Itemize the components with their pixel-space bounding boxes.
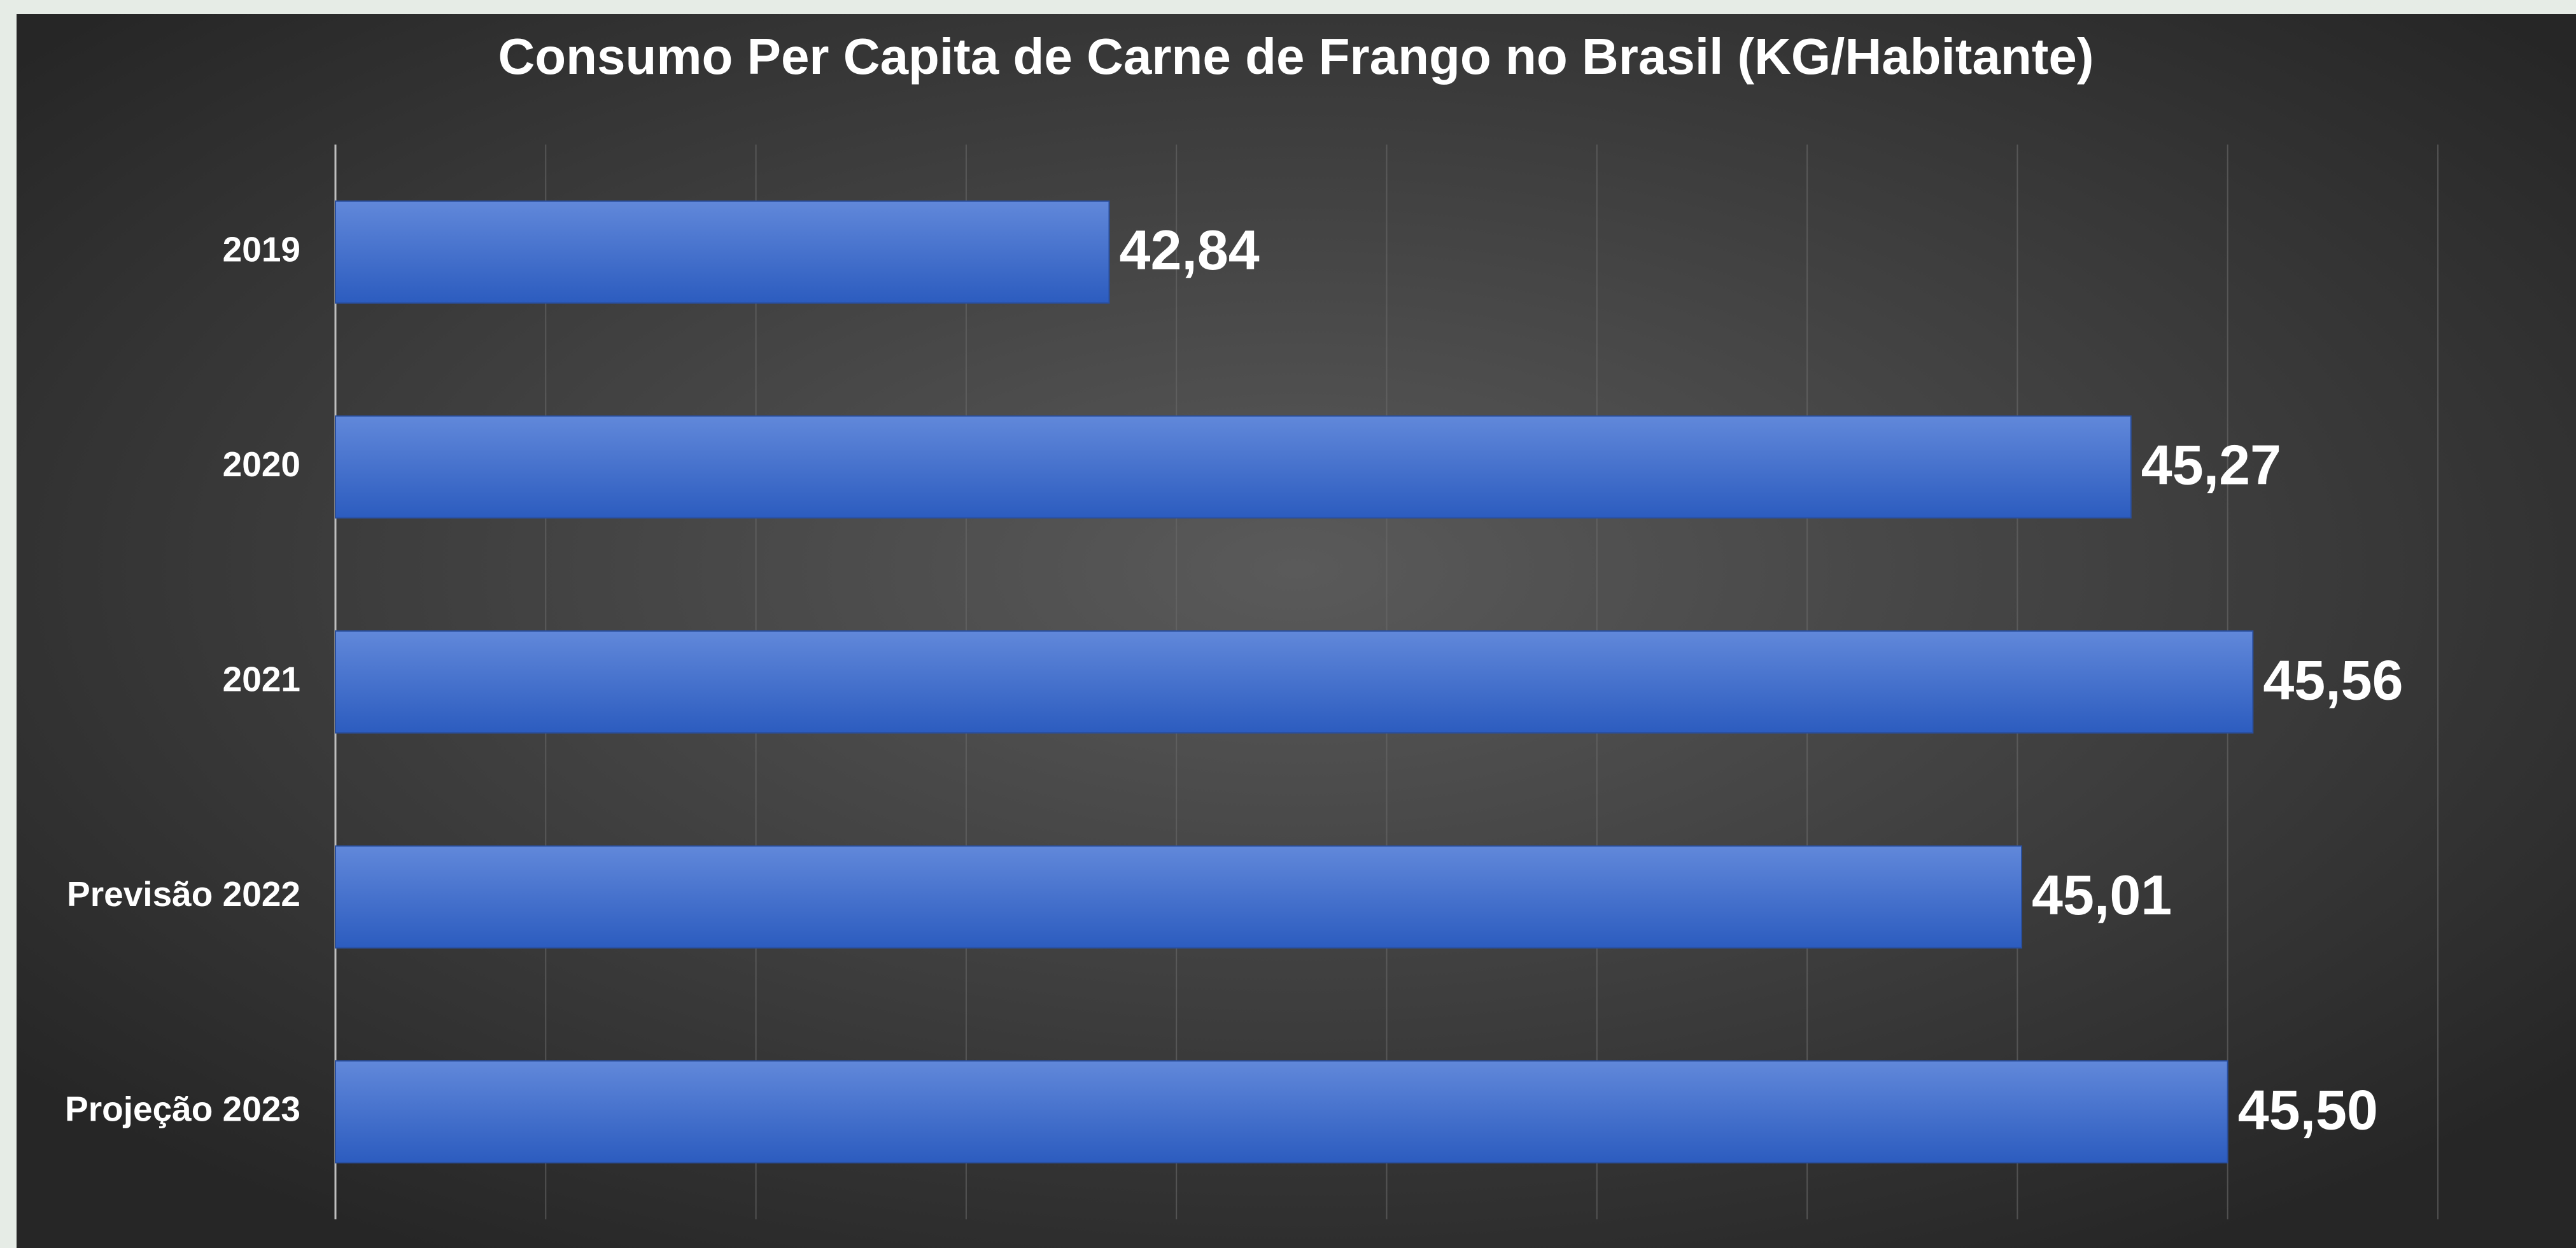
y-tick-label: 2020 bbox=[223, 444, 300, 484]
bar bbox=[335, 630, 2254, 734]
bar bbox=[335, 415, 2132, 519]
bar bbox=[335, 200, 1110, 304]
y-tick-label: Projeção 2023 bbox=[65, 1089, 300, 1129]
y-tick-label: Previsão 2022 bbox=[67, 874, 300, 914]
bar bbox=[335, 1060, 2228, 1164]
data-label: 45,56 bbox=[2263, 648, 2403, 711]
data-label: 45,50 bbox=[2238, 1078, 2378, 1141]
bar bbox=[335, 845, 2023, 949]
data-label: 42,84 bbox=[1120, 218, 1260, 281]
data-label: 45,01 bbox=[2032, 863, 2172, 926]
y-tick-label: 2019 bbox=[223, 229, 300, 269]
data-label: 45,27 bbox=[2141, 434, 2281, 497]
chart-title: Consumo Per Capita de Carne de Frango no… bbox=[498, 28, 2094, 85]
y-tick-label: 2021 bbox=[223, 660, 300, 699]
